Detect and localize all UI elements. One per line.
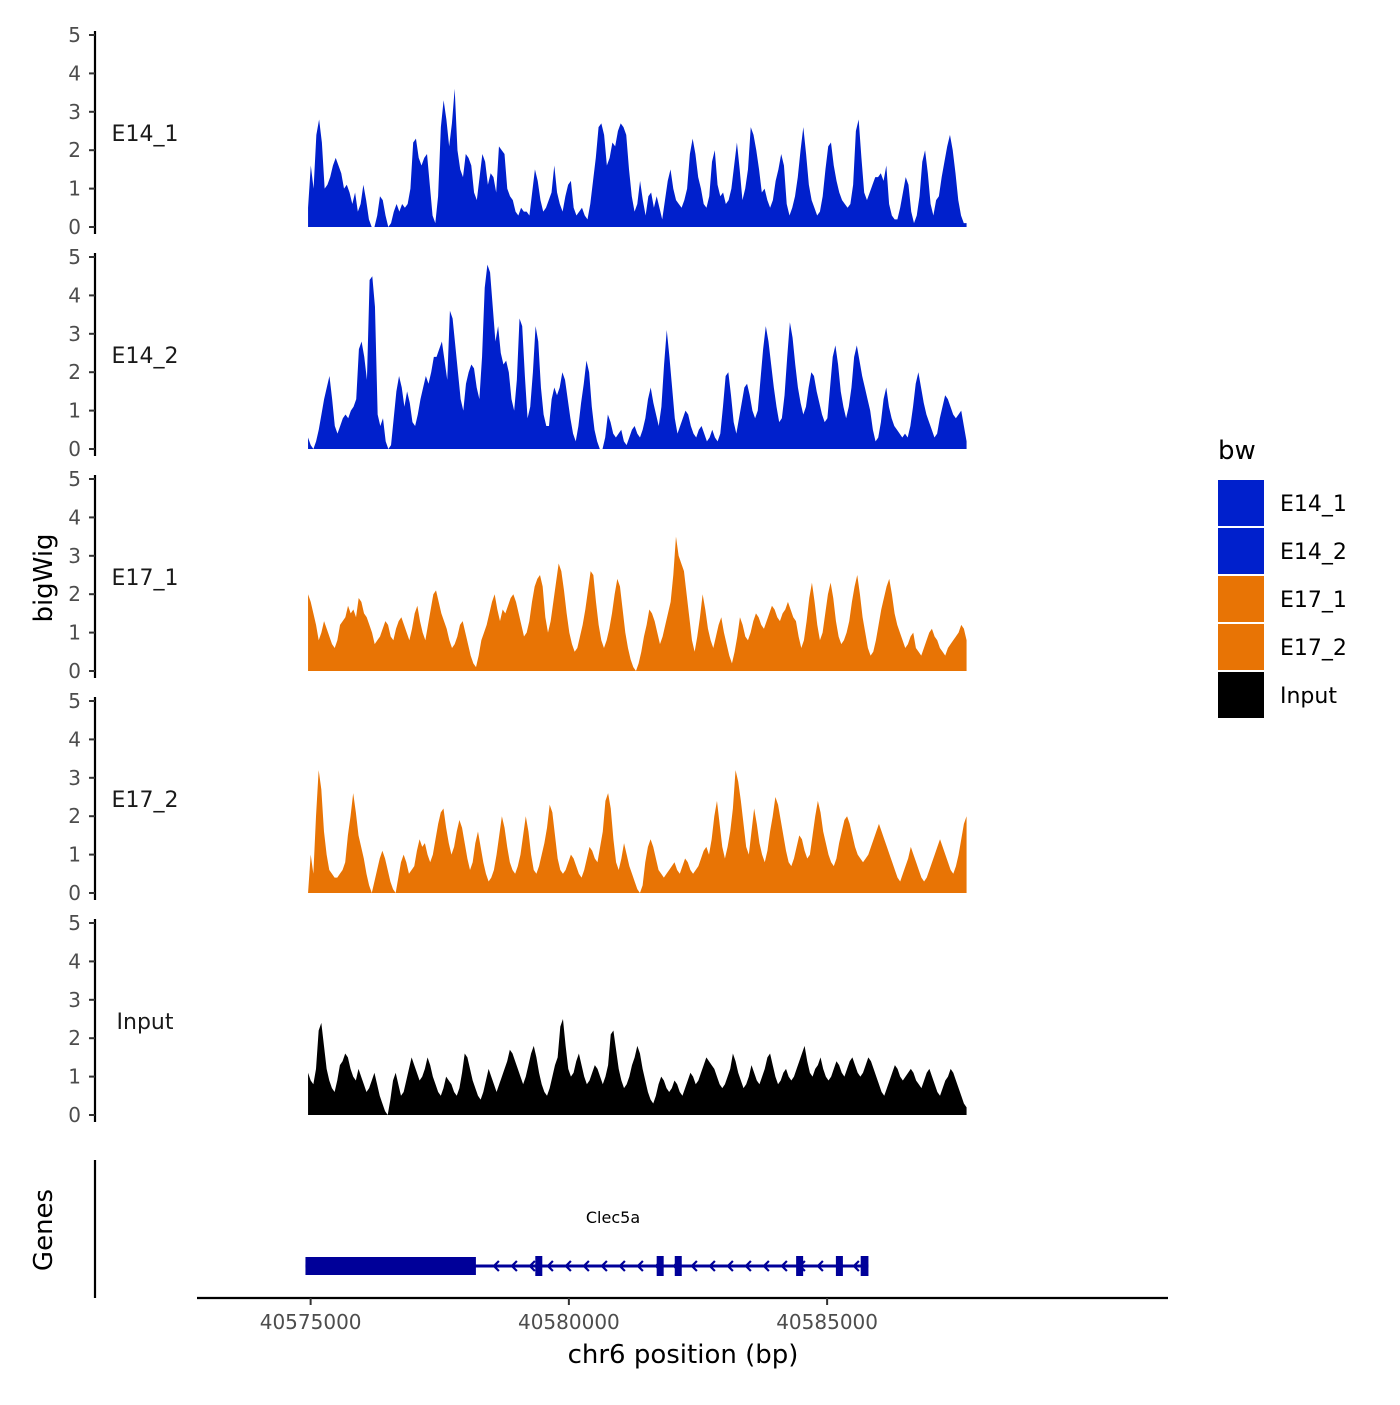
y-tick-label: 1 (68, 177, 81, 201)
y-tick-label: 0 (68, 881, 81, 905)
y-tick-label: 3 (68, 988, 81, 1012)
legend-label: E17_1 (1280, 588, 1347, 613)
y-tick-label: 3 (68, 544, 81, 568)
gene-exon (305, 1257, 476, 1275)
area-e14_1 (308, 88, 967, 227)
gene-exon (656, 1256, 664, 1276)
y-tick-label: 1 (68, 843, 81, 867)
legend-swatch (1218, 480, 1264, 526)
tracks-layer: 0 1 2 3 4 5 E14_1 0 1 2 3 4 5 E14_2 0 1 2 3 4 5 E17_1 0 1 2 3 4 5 E… (68, 23, 967, 1127)
track-e17_1: 0 1 2 3 4 5 E17_1 (68, 467, 967, 683)
strand-arrow (690, 1260, 698, 1272)
y-tick-label: 2 (68, 582, 81, 606)
gene-exon (835, 1256, 843, 1276)
y-tick-label: 4 (68, 505, 81, 529)
y-tick-label: 4 (68, 727, 81, 751)
y-tick-label: 5 (68, 467, 81, 491)
y-axis-title: bigWig (29, 533, 59, 622)
strand-arrow (492, 1260, 500, 1272)
legend-swatch (1218, 576, 1264, 622)
track-label: E14_2 (112, 344, 179, 369)
strand-arrow (564, 1260, 572, 1272)
strand-arrow (744, 1260, 752, 1272)
legend-label: Input (1280, 684, 1337, 709)
x-tick-label: 40575000 (260, 1310, 362, 1334)
area-e17_2 (308, 770, 967, 893)
gene-exon (535, 1256, 543, 1276)
strand-arrow (636, 1260, 644, 1272)
track-label: E17_1 (112, 566, 179, 591)
legend-swatch (1218, 528, 1264, 574)
track-input: 0 1 2 3 4 5 Input (68, 911, 967, 1127)
track-label: E14_1 (112, 122, 179, 147)
y-tick-label: 0 (68, 659, 81, 683)
y-tick-label: 2 (68, 1026, 81, 1050)
y-tick-label: 1 (68, 621, 81, 645)
legend-label: E14_1 (1280, 492, 1347, 517)
strand-arrow (762, 1260, 770, 1272)
legend-swatch (1218, 624, 1264, 670)
legend: bw E14_1 E14_2 E17_1 E17_2 Input (1218, 436, 1347, 718)
area-input (308, 1019, 967, 1115)
strand-arrow (600, 1260, 608, 1272)
legend-item-e14_2: E14_2 (1218, 528, 1347, 574)
y-tick-label: 5 (68, 23, 81, 47)
strand-arrow (816, 1260, 824, 1272)
legend-item-e14_1: E14_1 (1218, 480, 1347, 526)
strand-arrow (528, 1260, 536, 1272)
y-tick-label: 4 (68, 283, 81, 307)
strand-arrow (780, 1260, 788, 1272)
track-e14_2: 0 1 2 3 4 5 E14_2 (68, 245, 967, 461)
y-tick-label: 2 (68, 360, 81, 384)
y-tick-label: 2 (68, 804, 81, 828)
track-e17_2: 0 1 2 3 4 5 E17_2 (68, 689, 967, 905)
area-e17_1 (308, 536, 967, 671)
strand-arrow (510, 1260, 518, 1272)
y-tick-label: 3 (68, 100, 81, 124)
y-tick-label: 0 (68, 1103, 81, 1127)
legend-item-e17_1: E17_1 (1218, 576, 1347, 622)
y-tick-label: 5 (68, 689, 81, 713)
y-tick-label: 3 (68, 322, 81, 346)
track-label: E17_2 (112, 788, 179, 813)
strand-arrow (546, 1260, 554, 1272)
strand-arrow (582, 1260, 590, 1272)
gene-panel: Clec5a (93, 1160, 869, 1298)
gene-exon (674, 1256, 682, 1276)
y-tick-label: 1 (68, 1065, 81, 1089)
strand-arrow (708, 1260, 716, 1272)
x-tick-label: 40585000 (776, 1310, 878, 1334)
y-tick-label: 0 (68, 437, 81, 461)
x-axis: 40575000 40580000 40585000 (197, 1296, 1168, 1334)
strand-arrow (852, 1260, 860, 1272)
gene-name-label: Clec5a (586, 1208, 640, 1227)
y-tick-label: 4 (68, 61, 81, 85)
y-tick-label: 3 (68, 766, 81, 790)
legend-label: E17_2 (1280, 636, 1347, 661)
legend-swatch (1218, 672, 1264, 718)
legend-title: bw (1218, 436, 1256, 466)
y-tick-label: 1 (68, 399, 81, 423)
legend-item-e17_2: E17_2 (1218, 624, 1347, 670)
y-tick-label: 2 (68, 138, 81, 162)
gene-exon (796, 1256, 804, 1276)
gene-panel-title: Genes (29, 1189, 59, 1271)
strand-arrow (726, 1260, 734, 1272)
x-axis-title: chr6 position (bp) (568, 1340, 799, 1370)
track-label: Input (117, 1010, 174, 1035)
y-tick-label: 0 (68, 215, 81, 239)
strand-arrow (618, 1260, 626, 1272)
y-tick-label: 5 (68, 245, 81, 269)
area-e14_2 (308, 264, 967, 449)
y-tick-label: 4 (68, 949, 81, 973)
gene-exon (860, 1256, 869, 1276)
track-e14_1: 0 1 2 3 4 5 E14_1 (68, 23, 967, 239)
legend-item-input: Input (1218, 672, 1337, 718)
legend-label: E14_2 (1280, 540, 1347, 565)
y-tick-label: 5 (68, 911, 81, 935)
legend-items: E14_1 E14_2 E17_1 E17_2 Input (1218, 480, 1347, 718)
x-tick-label: 40580000 (518, 1310, 620, 1334)
